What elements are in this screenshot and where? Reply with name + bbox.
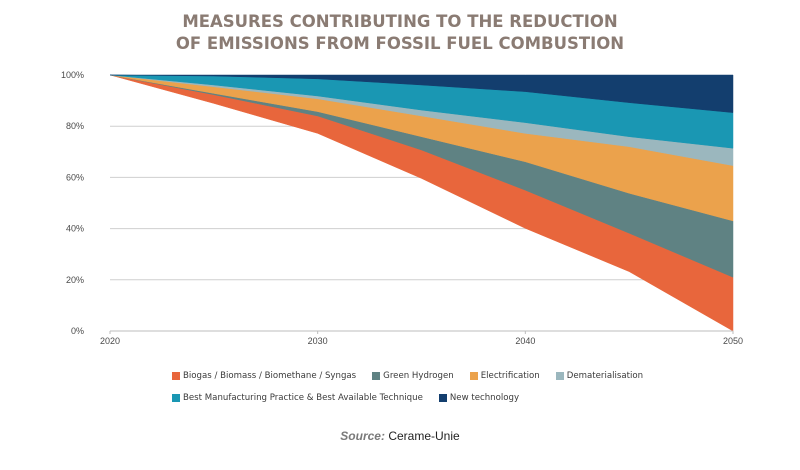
x-tick-label-2040: 2040 (515, 336, 535, 346)
legend-item-dematerialisation: Dematerialisation (555, 371, 644, 381)
y-tick-label-40pct: 40% (66, 224, 84, 234)
source-note: Source: Cerame-Unie (0, 429, 800, 443)
chart-title-line-2: OF EMISSIONS FROM FOSSIL FUEL COMBUSTION (175, 34, 625, 53)
legend-item-green-hydrogen: Green Hydrogen (372, 371, 454, 381)
legend-label-best-practice: Best Manufacturing Practice & Best Avail… (183, 393, 423, 403)
legend-label-biogas: Biogas / Biomass / Biomethane / Syngas (183, 371, 357, 381)
legend-swatch-dematerialisation (555, 372, 564, 380)
chart-title-line-1: MEASURES CONTRIBUTING TO THE REDUCTION (182, 12, 618, 31)
y-tick-label-20pct: 20% (66, 275, 84, 285)
legend-label-new-technology: New technology (449, 393, 520, 403)
y-axis: 0% 20% 40% 60% 80% 100% (61, 70, 84, 336)
y-tick-label-60pct: 60% (66, 172, 84, 182)
x-axis: 2020 2030 2040 2050 (100, 330, 743, 346)
legend-swatch-electrification (469, 372, 478, 380)
legend-label-dematerialisation: Dematerialisation (566, 371, 644, 381)
area-series (109, 74, 734, 332)
legend-swatch-new-technology (438, 394, 447, 402)
chart-title: MEASURES CONTRIBUTING TO THE REDUCTION O… (0, 11, 800, 55)
legend-label-green-hydrogen: Green Hydrogen (383, 371, 454, 381)
legend-swatch-green-hydrogen (372, 372, 381, 380)
x-tick-label-2020: 2020 (100, 336, 120, 346)
legend-row-2: Best Manufacturing Practice & Best Avail… (172, 391, 692, 405)
y-tick-label-100pct: 100% (61, 70, 84, 80)
legend-item-new-technology: New technology (438, 393, 520, 403)
legend-item-best-practice: Best Manufacturing Practice & Best Avail… (172, 393, 423, 403)
y-tick-label-80pct: 80% (66, 121, 84, 131)
area-new-technology (109, 74, 734, 113)
legend-item-electrification: Electrification (469, 371, 540, 381)
x-tick-label-2030: 2030 (308, 336, 328, 346)
legend-label-electrification: Electrification (480, 371, 540, 381)
source-text: Cerame-Unie (388, 429, 460, 443)
legend-item-biogas: Biogas / Biomass / Biomethane / Syngas (172, 371, 356, 381)
legend-row-1: Biogas / Biomass / Biomethane / Syngas G… (172, 369, 692, 383)
y-tick-label-0pct: 0% (71, 326, 84, 336)
legend-swatch-best-practice (172, 394, 180, 402)
x-tick-label-2050: 2050 (723, 336, 743, 346)
legend: Biogas / Biomass / Biomethane / Syngas G… (172, 369, 692, 413)
legend-swatch-biogas (172, 372, 180, 380)
source-label: Source: (340, 429, 385, 443)
